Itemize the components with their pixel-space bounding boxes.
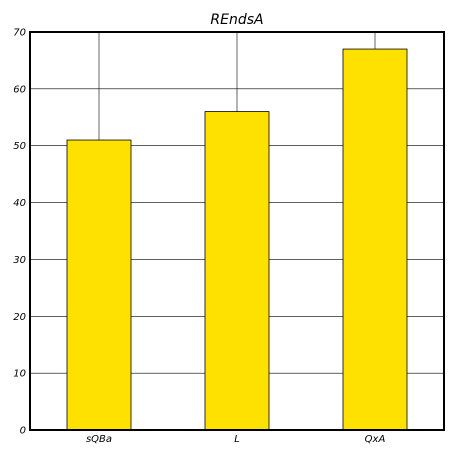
y-tick-label: 50 xyxy=(13,141,26,152)
axes-frame xyxy=(29,31,445,431)
y-tick-label: 20 xyxy=(13,312,26,323)
bar-L xyxy=(204,111,270,431)
y-tick-label: 70 xyxy=(13,28,26,39)
chart-title: REndsA xyxy=(210,12,263,28)
bar-QxA xyxy=(342,48,408,431)
y-tick-label: 0 xyxy=(20,426,26,437)
bars xyxy=(66,48,408,431)
bar-sQBa xyxy=(66,139,132,431)
y-tick-label: 40 xyxy=(13,198,26,209)
y-tick-label: 10 xyxy=(13,369,26,380)
x-tick-label: QxA xyxy=(365,434,386,445)
x-axis-ticks: sQBa L QxA xyxy=(86,434,386,445)
y-tick-label: 60 xyxy=(13,84,26,95)
x-tick-label: L xyxy=(234,434,240,445)
x-tick-label: sQBa xyxy=(86,434,112,445)
y-axis-ticks: 0 10 20 30 40 50 60 70 xyxy=(13,28,26,437)
y-tick-label: 30 xyxy=(13,255,26,266)
